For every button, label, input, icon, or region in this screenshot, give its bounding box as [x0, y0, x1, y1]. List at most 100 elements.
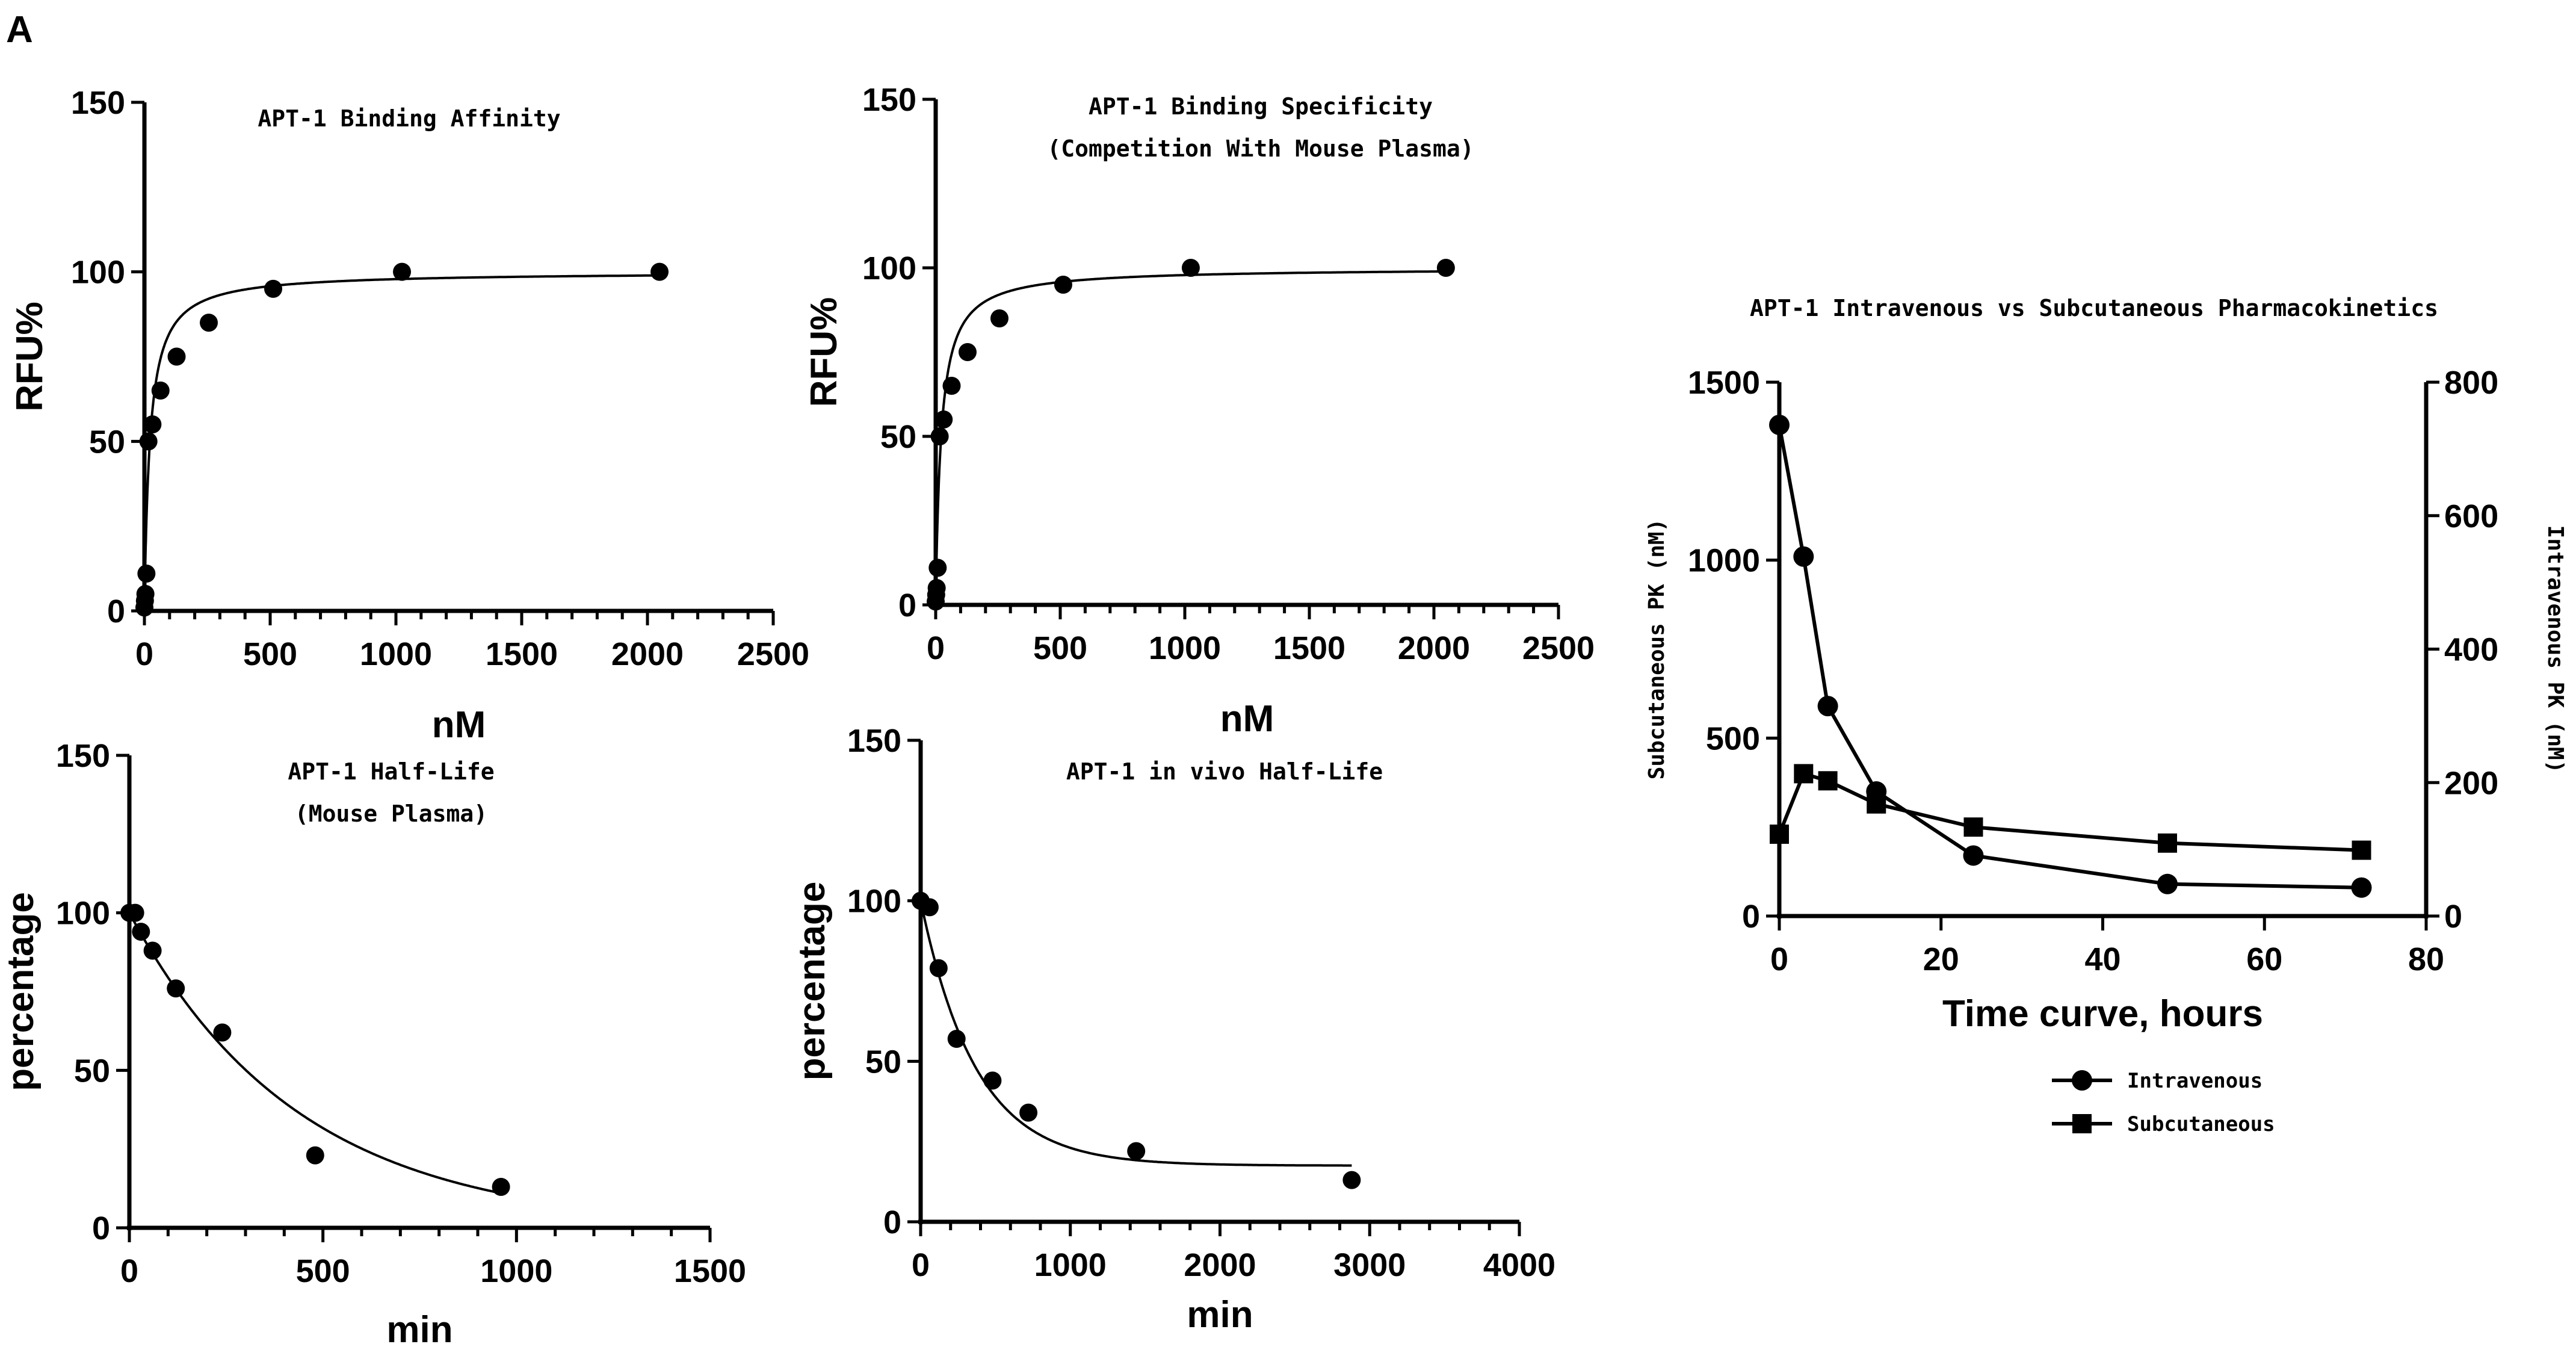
data-point [136, 584, 155, 603]
x-tick-label: 0 [927, 630, 945, 666]
y-tick-label: 0 [883, 1204, 901, 1240]
y-right-tick-label: 200 [2444, 765, 2498, 801]
chart-in-vivo-half-life: APT-1 in vivo Half-Life 0 50 100 150 0 1000 200… [791, 723, 1555, 1336]
data-point [928, 559, 947, 577]
x-tick-label: 4000 [1483, 1247, 1555, 1283]
fit-curve [919, 900, 1352, 1167]
data-point [167, 979, 185, 998]
x-tick-label: 2500 [1522, 630, 1595, 666]
x-tick-label: 1000 [1149, 630, 1221, 666]
data-point [927, 579, 946, 597]
x-tick-label: 2500 [737, 636, 809, 672]
y-right-tick-label: 600 [2444, 498, 2498, 534]
x-axis-title: nM [432, 704, 486, 746]
data-point [650, 262, 669, 281]
x-tick-label: 500 [296, 1253, 350, 1289]
data-point [1817, 696, 1838, 717]
data-point [958, 343, 977, 361]
x-tick-label: 500 [243, 636, 297, 672]
series-line-intravenous [1778, 424, 2362, 890]
chart-title: APT-1 Half-Life [288, 758, 494, 785]
data-point [132, 923, 150, 941]
data-point [1770, 824, 1789, 844]
data-point [306, 1146, 324, 1165]
y-tick-label: 100 [862, 250, 916, 286]
data-point [2157, 873, 2178, 894]
data-point [1963, 817, 1983, 837]
x-tick-label: 2000 [611, 636, 684, 672]
data-point [2352, 840, 2371, 860]
x-tick-label: 1000 [480, 1253, 552, 1289]
y-tick-label: 50 [865, 1044, 901, 1080]
y-axis-title: percentage [0, 892, 42, 1091]
x-tick-label: 0 [120, 1253, 138, 1289]
y-axis-title: RFU% [9, 302, 51, 412]
legend-label: Intravenous [2127, 1069, 2262, 1093]
data-point [920, 898, 939, 917]
data-point [990, 309, 1008, 327]
data-point [1867, 794, 1886, 814]
fit-curve [934, 270, 1446, 605]
data-point [930, 427, 949, 445]
chart-binding-specificity: APT-1 Binding Specificity (Competition Wi… [803, 82, 1595, 740]
y-tick-label: 50 [89, 424, 125, 460]
data-point [126, 903, 144, 922]
y-tick-label: 0 [92, 1210, 110, 1246]
x-tick-label: 0 [912, 1247, 930, 1283]
data-point [1963, 845, 1984, 866]
y-right-tick-label: 400 [2444, 632, 2498, 668]
legend-label: Subcutaneous [2127, 1112, 2275, 1136]
y-axis-title: Subcutaneous PK (nM) [1645, 519, 1669, 779]
x-tick-label: 1500 [486, 636, 558, 672]
y-tick-label: 0 [107, 593, 125, 630]
data-point [947, 1030, 966, 1048]
chart-title: (Mouse Plasma) [295, 800, 487, 827]
x-axis-title: nM [1220, 698, 1274, 740]
y-tick-label: 500 [1706, 720, 1760, 757]
y-tick-label: 150 [56, 738, 110, 774]
x-tick-label: 20 [1923, 941, 1959, 977]
y-tick-label: 150 [71, 85, 125, 121]
y-right-tick-label: 800 [2444, 365, 2498, 401]
data-point [929, 959, 948, 977]
y-axis-title: percentage [791, 882, 833, 1081]
panel-label: A [6, 9, 33, 51]
data-point [143, 941, 162, 960]
x-tick-label: 80 [2408, 941, 2444, 977]
legend-marker [2072, 1070, 2092, 1091]
y-axis-right-title: Intravenous PK (nM) [2543, 525, 2568, 773]
data-point [2351, 877, 2372, 898]
data-point [1181, 259, 1200, 277]
x-tick-label: 1500 [674, 1253, 746, 1289]
y-tick-label: 100 [71, 255, 125, 291]
x-tick-label: 0 [135, 636, 153, 672]
x-tick-label: 1000 [360, 636, 432, 672]
x-tick-label: 1500 [1273, 630, 1345, 666]
y-tick-label: 50 [74, 1053, 110, 1089]
chart-title: APT-1 in vivo Half-Life [1066, 758, 1383, 785]
x-axis-title: min [1187, 1294, 1253, 1336]
data-point [264, 279, 283, 298]
data-point [492, 1177, 510, 1196]
data-point [1794, 764, 1814, 784]
data-point [1436, 259, 1455, 277]
x-tick-label: 0 [1770, 941, 1788, 977]
chart-iv-vs-sc-pk: APT-1 Intravenous vs Subcutaneous Pharma… [1645, 295, 2568, 1136]
chart-title: APT-1 Intravenous vs Subcutaneous Pharma… [1750, 295, 2438, 321]
y-right-tick-label: 0 [2444, 899, 2462, 935]
x-tick-label: 1000 [1034, 1247, 1107, 1283]
data-point [143, 415, 162, 434]
fit-curve [128, 912, 501, 1195]
data-point [2158, 833, 2177, 853]
data-point [151, 381, 170, 400]
x-tick-label: 60 [2246, 941, 2282, 977]
data-point [1127, 1142, 1146, 1160]
data-point [1793, 546, 1814, 567]
chart-title: APT-1 Binding Specificity [1089, 93, 1433, 120]
chart-title: (Competition With Mouse Plasma) [1047, 135, 1474, 162]
x-tick-label: 2000 [1184, 1247, 1256, 1283]
data-point [213, 1023, 232, 1042]
